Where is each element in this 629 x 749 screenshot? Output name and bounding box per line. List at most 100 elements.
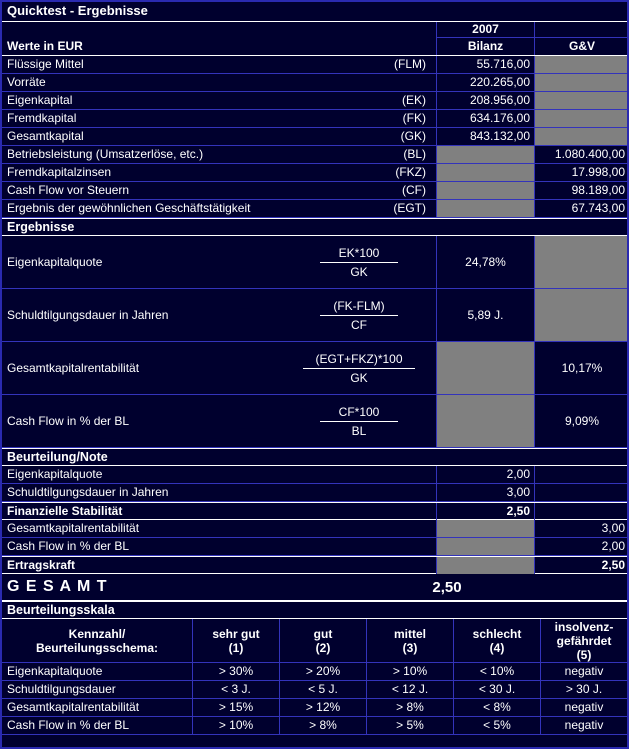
formula-denominator: GK [350,264,368,279]
row-code: (FLM) [394,57,426,71]
note-label: Ertragskraft [7,558,76,572]
bilanz-cell-blocked [436,395,534,447]
formula-numerator: EK*100 [320,246,398,263]
formula-fraction: EK*100 GK [282,236,436,288]
result-label: Gesamtkapitalrentabilität [7,361,140,375]
section-header-beurteilungsskala: Beurteilungsskala [2,601,627,619]
row-code: (EK) [402,93,426,107]
guv-cell[interactable]: 17.998,00 [534,164,627,181]
bilanz-cell-blocked [436,520,534,537]
skala-value: > 10% [366,663,453,680]
skala-value: negativ [540,699,627,716]
skala-value: > 15% [192,699,279,716]
skala-row: Eigenkapitalquote > 30% > 20% > 10% < 10… [2,663,627,681]
skala-row: Gesamtkapitalrentabilität > 15% > 12% > … [2,699,627,717]
header-line: (2) [315,640,331,655]
gesamt-value[interactable]: 2,50 [432,578,462,596]
header-line: (4) [489,640,505,655]
bilanz-note-cell[interactable]: 2,00 [436,466,534,483]
column-header-row: Werte in EUR Bilanz G&V [2,38,627,56]
bilanz-cell-blocked [436,146,534,163]
guv-result-cell[interactable]: 10,17% [534,342,627,394]
bilanz-cell-blocked [436,538,534,555]
result-label: Eigenkapitalquote [7,255,103,269]
formula-denominator: BL [351,423,367,438]
header-line: (3) [402,640,418,655]
formula-fraction: (FK-FLM) CF [282,289,436,341]
row-label: Eigenkapital [7,93,73,107]
bilanz-cell[interactable]: 634.176,00 [436,110,534,127]
skala-row-label: Schuldtilgungsdauer [7,682,116,696]
row-label: Betriebsleistung (Umsatzerlöse, etc.) [7,147,204,161]
bilanz-cell[interactable]: 843.132,00 [436,128,534,145]
row-label: Ergebnis der gewöhnlichen Geschäftstätig… [7,201,251,215]
formula-denominator: CF [351,317,367,332]
year-row: 2007 [2,22,627,38]
skala-col-header-mittel: mittel (3) [366,619,453,662]
row-code: (FK) [402,111,426,125]
table-row: Vorräte 220.265,00 [2,74,627,92]
bilanz-column-header: Bilanz [436,38,534,55]
skala-kennzahl-line1: Kennzahl/ [68,626,126,641]
guv-cell-blocked [534,236,627,288]
result-row: Gesamtkapitalrentabilität (EGT+FKZ)*100 … [2,342,627,395]
row-code: (BL) [403,147,426,161]
skala-kennzahl-line2: Beurteilungsschema: [35,640,159,655]
guv-note-cell[interactable]: 3,00 [534,520,627,537]
guv-cell-blocked [534,128,627,145]
note-label: Gesamtkapitalrentabilität [7,521,140,535]
result-label: Cash Flow in % der BL [7,414,130,428]
bilanz-note-cell[interactable]: 2,50 [436,503,534,520]
skala-value: > 5% [366,717,453,734]
table-row: Ergebnis der gewöhnlichen Geschäftstätig… [2,200,627,218]
formula-fraction: (EGT+FKZ)*100 GK [282,342,436,394]
guv-cell-empty [534,466,627,483]
table-row: Fremdkapitalzinsen (FKZ) 17.998,00 [2,164,627,182]
note-row: Eigenkapitalquote 2,00 [2,466,627,484]
year-right-cell [534,22,627,38]
bilanz-cell[interactable]: 55.716,00 [436,56,534,73]
bilanz-result-cell[interactable]: 24,78% [436,236,534,288]
row-code: (EGT) [393,201,426,215]
skala-value: negativ [540,717,627,734]
skala-kennzahl-header: Kennzahl/ Beurteilungsschema: [2,619,192,662]
row-code: (CF) [402,183,426,197]
row-label: Gesamtkapital [7,129,84,143]
row-label: Fremdkapitalzinsen [7,165,112,179]
row-label: Vorräte [7,75,46,89]
guv-note-cell[interactable]: 2,00 [534,538,627,555]
skala-value: > 30% [192,663,279,680]
bilanz-cell[interactable]: 220.265,00 [436,74,534,91]
note-label: Eigenkapitalquote [7,467,103,481]
bilanz-cell-blocked [436,182,534,199]
header-line: gut [313,626,333,641]
bilanz-result-cell[interactable]: 5,89 J. [436,289,534,341]
guv-cell[interactable]: 67.743,00 [534,200,627,217]
row-label: Cash Flow vor Steuern [7,183,130,197]
bilanz-cell-blocked [436,342,534,394]
note-row-ertragskraft: Ertragskraft 2,50 [2,556,627,574]
guv-cell-empty [534,503,627,520]
formula-numerator: (EGT+FKZ)*100 [303,352,415,369]
note-row: Cash Flow in % der BL 2,00 [2,538,627,556]
note-label: Cash Flow in % der BL [7,539,130,553]
bilanz-cell[interactable]: 208.956,00 [436,92,534,109]
skala-header-row: Kennzahl/ Beurteilungsschema: sehr gut (… [2,619,627,663]
header-line: (1) [228,640,244,655]
skala-row-label: Cash Flow in % der BL [7,718,130,732]
guv-column-header: G&V [534,38,627,55]
result-row: Cash Flow in % der BL CF*100 BL 9,09% [2,395,627,448]
gesamt-label: G E S A M T [7,578,108,595]
guv-note-cell[interactable]: 2,50 [534,557,627,574]
guv-cell-blocked [534,92,627,109]
result-label: Schuldtilgungsdauer in Jahren [7,308,169,322]
note-row: Schuldtilgungsdauer in Jahren 3,00 [2,484,627,502]
guv-cell[interactable]: 98.189,00 [534,182,627,199]
result-row: Eigenkapitalquote EK*100 GK 24,78% [2,236,627,289]
guv-cell[interactable]: 1.080.400,00 [534,146,627,163]
guv-result-cell[interactable]: 9,09% [534,395,627,447]
row-code: (FKZ) [395,165,426,179]
bilanz-note-cell[interactable]: 3,00 [436,484,534,501]
table-row: Flüssige Mittel (FLM) 55.716,00 [2,56,627,74]
guv-cell-empty [534,484,627,501]
